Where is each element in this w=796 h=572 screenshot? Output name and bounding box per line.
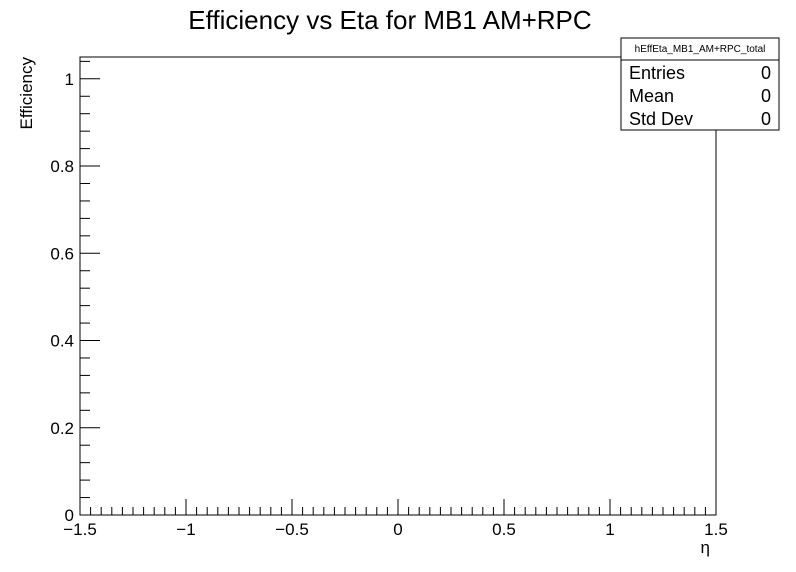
y-axis-tick-labels: 0 0.2 0.4 0.6 0.8 1 xyxy=(50,70,74,525)
stats-entries-value: 0 xyxy=(761,63,771,83)
stats-stddev-value: 0 xyxy=(761,109,771,129)
y-tick-label: 0 xyxy=(65,506,74,525)
stats-box-histogram-name: hEffEta_MB1_AM+RPC_total xyxy=(635,44,766,55)
y-tick-label: 0.6 xyxy=(50,244,74,263)
x-tick-label: −1 xyxy=(176,520,195,539)
x-tick-label: 1 xyxy=(605,520,614,539)
stats-entries-label: Entries xyxy=(629,63,685,83)
chart-title: Efficiency vs Eta for MB1 AM+RPC xyxy=(188,5,591,35)
stats-mean-value: 0 xyxy=(761,86,771,106)
y-axis-title: Efficiency xyxy=(17,57,36,130)
x-tick-label: −0.5 xyxy=(275,520,309,539)
y-tick-label: 0.4 xyxy=(50,332,74,351)
y-axis-ticks xyxy=(80,60,100,516)
x-tick-label: 1.5 xyxy=(704,520,728,539)
y-tick-label: 0.2 xyxy=(50,419,74,438)
stats-box: hEffEta_MB1_AM+RPC_total Entries 0 Mean … xyxy=(620,37,780,131)
x-axis-title: η xyxy=(701,538,710,557)
y-tick-label: 0.8 xyxy=(50,157,74,176)
x-tick-label: −1.5 xyxy=(63,520,97,539)
stats-box-frame xyxy=(620,37,780,131)
y-tick-label: 1 xyxy=(65,70,74,89)
stats-stddev-label: Std Dev xyxy=(629,109,693,129)
x-axis-tick-labels: −1.5 −1 −0.5 0 0.5 1 1.5 xyxy=(63,520,728,539)
x-tick-label: 0.5 xyxy=(492,520,516,539)
x-axis-ticks xyxy=(79,499,717,515)
x-tick-label: 0 xyxy=(393,520,402,539)
stats-mean-label: Mean xyxy=(629,86,674,106)
